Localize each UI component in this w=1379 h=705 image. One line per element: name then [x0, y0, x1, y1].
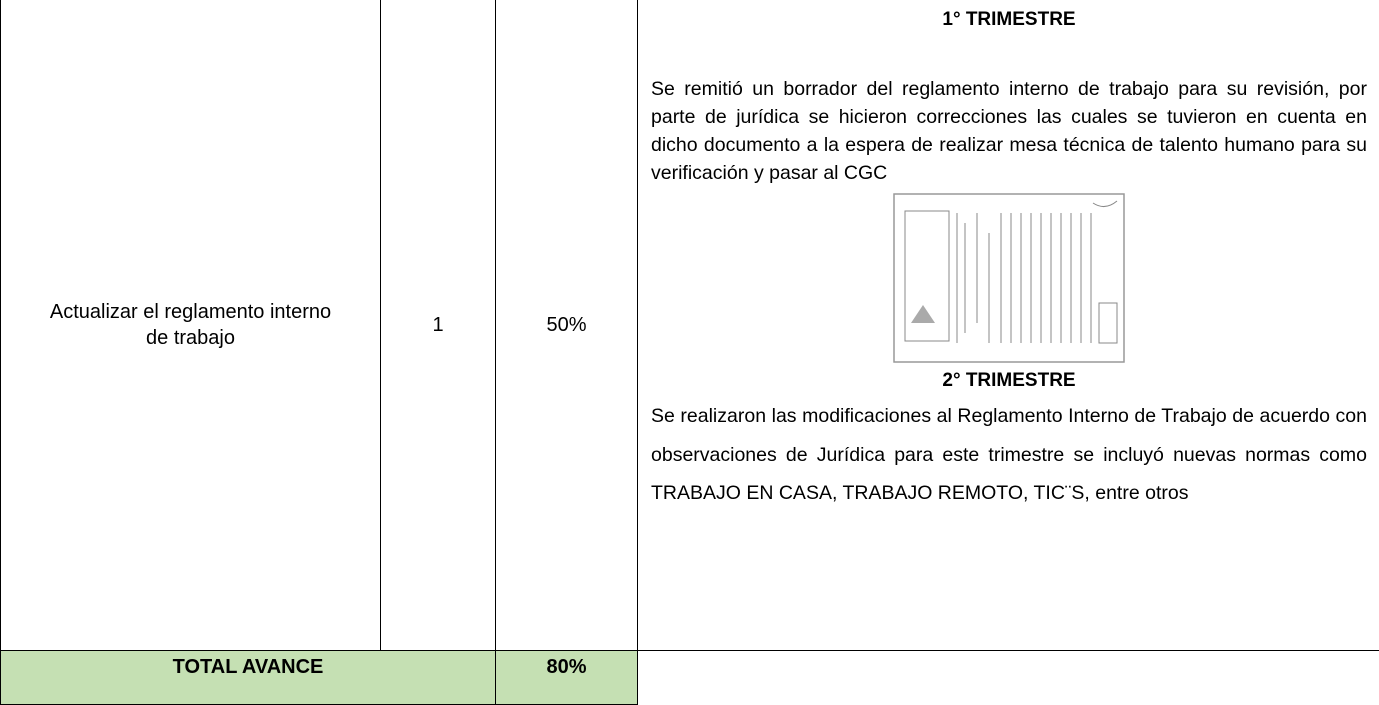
- section-heading: 2° TRIMESTRE: [651, 369, 1367, 393]
- section-text: Se realizaron las modificaciones al Regl…: [651, 397, 1367, 513]
- total-row: TOTAL AVANCE 80%: [1, 651, 1379, 705]
- progress: 50%: [496, 0, 638, 651]
- section-text: Se remitió un borrador del reglamento in…: [651, 75, 1367, 187]
- section-heading: 1° TRIMESTRE: [651, 8, 1367, 32]
- empty-cell: [638, 651, 1379, 705]
- activity: Actualizar el reglamento interno de trab…: [1, 0, 381, 651]
- detail-cell: 1° TRIMESTRE Se remitió un borrador del …: [638, 0, 1379, 651]
- total-label: TOTAL AVANCE: [1, 651, 496, 705]
- activity-row: Actualizar el reglamento interno de trab…: [1, 0, 1379, 651]
- total-value: 80%: [496, 651, 638, 705]
- document-thumbnail: [893, 193, 1125, 363]
- goal: 1: [381, 0, 496, 651]
